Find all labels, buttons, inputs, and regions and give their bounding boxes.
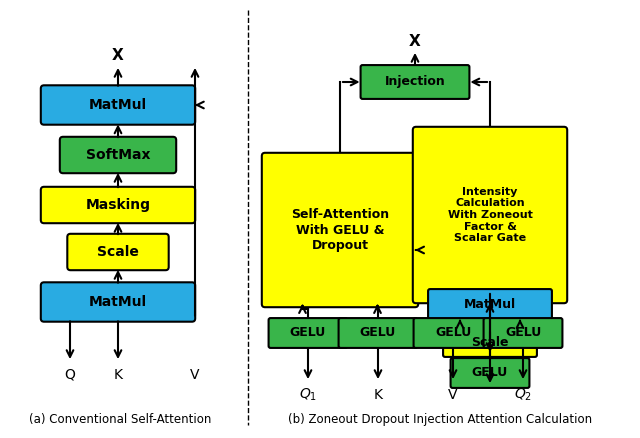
Text: $Q_1$: $Q_1$	[299, 387, 317, 403]
Text: V: V	[190, 368, 200, 382]
Text: Self-Attention
With GELU &
Dropout: Self-Attention With GELU & Dropout	[291, 208, 389, 251]
Text: MatMul: MatMul	[89, 98, 147, 112]
FancyBboxPatch shape	[443, 327, 537, 357]
FancyBboxPatch shape	[360, 65, 469, 99]
FancyBboxPatch shape	[428, 289, 552, 321]
Text: GELU: GELU	[505, 326, 541, 339]
Text: Injection: Injection	[385, 75, 445, 88]
Text: X: X	[112, 47, 124, 63]
FancyBboxPatch shape	[269, 318, 348, 348]
FancyBboxPatch shape	[41, 85, 195, 125]
Text: (b) Zoneout Dropout Injection Attention Calculation: (b) Zoneout Dropout Injection Attention …	[288, 413, 592, 427]
FancyBboxPatch shape	[67, 234, 169, 270]
Text: Intensity
Calculation
With Zoneout
Factor &
Scalar Gate: Intensity Calculation With Zoneout Facto…	[447, 187, 532, 243]
Text: Scale: Scale	[471, 336, 509, 349]
Text: SoftMax: SoftMax	[86, 148, 150, 162]
FancyBboxPatch shape	[451, 358, 529, 388]
FancyBboxPatch shape	[262, 153, 418, 307]
FancyBboxPatch shape	[484, 318, 563, 348]
FancyBboxPatch shape	[60, 137, 176, 173]
Text: GELU: GELU	[360, 326, 396, 339]
FancyBboxPatch shape	[339, 318, 417, 348]
Text: GELU: GELU	[472, 367, 508, 379]
Text: V: V	[448, 388, 458, 402]
Text: MatMul: MatMul	[464, 299, 516, 311]
Text: Masking: Masking	[86, 198, 150, 212]
Text: (a) Conventional Self-Attention: (a) Conventional Self-Attention	[29, 413, 211, 427]
FancyBboxPatch shape	[413, 127, 567, 303]
Text: Q: Q	[65, 368, 76, 382]
FancyBboxPatch shape	[41, 283, 195, 321]
FancyBboxPatch shape	[41, 187, 195, 223]
Text: X: X	[409, 35, 421, 49]
Text: GELU: GELU	[290, 326, 326, 339]
Text: K: K	[374, 388, 383, 402]
Text: $Q_2$: $Q_2$	[514, 387, 532, 403]
Text: K: K	[113, 368, 122, 382]
FancyBboxPatch shape	[413, 318, 492, 348]
Text: GELU: GELU	[435, 326, 471, 339]
Text: MatMul: MatMul	[89, 295, 147, 309]
Text: Scale: Scale	[97, 245, 139, 259]
